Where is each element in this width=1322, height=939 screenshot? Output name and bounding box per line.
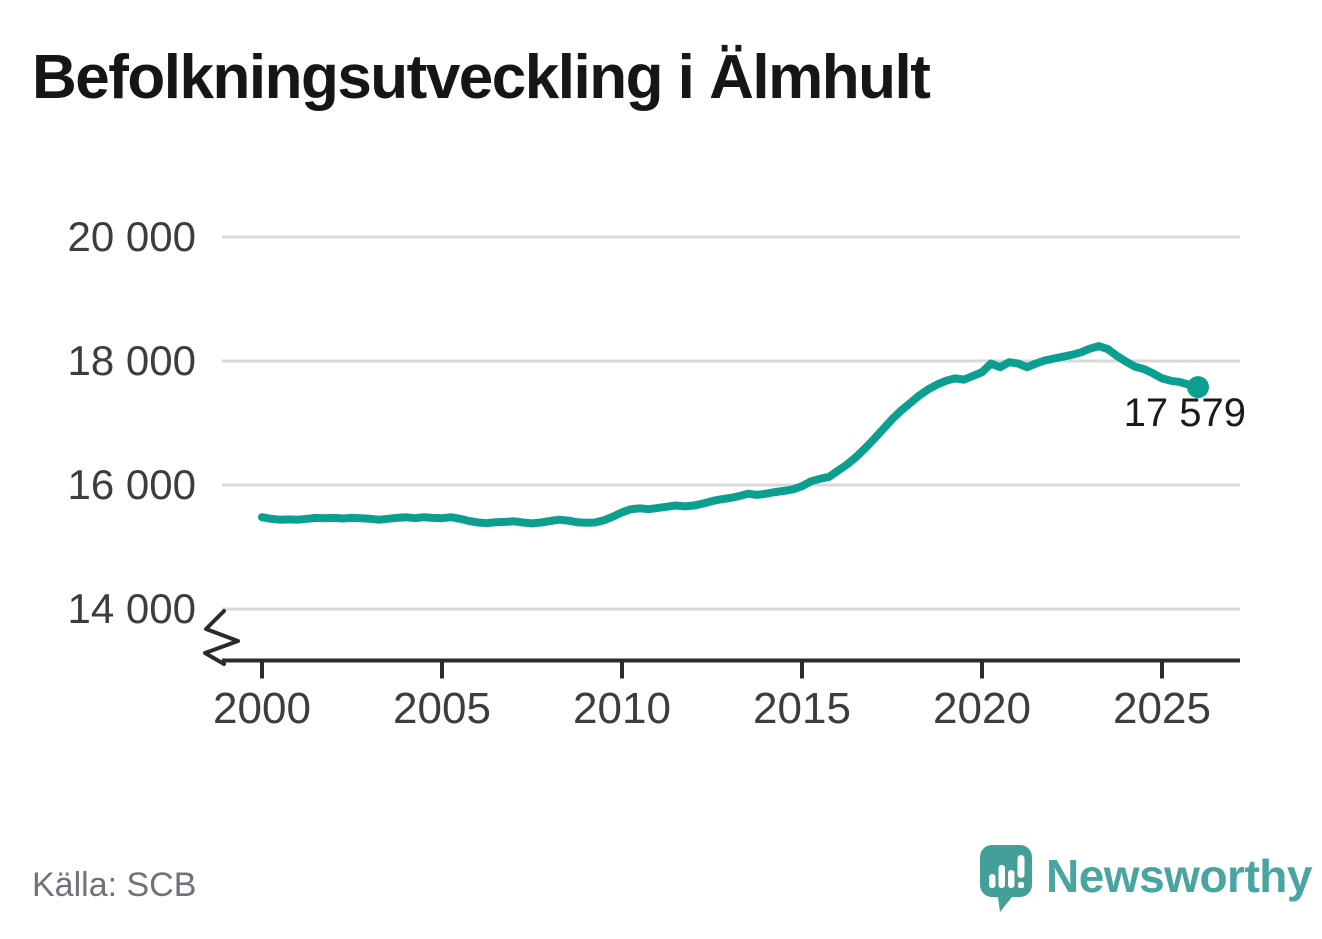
- gridlines: [222, 235, 1240, 611]
- page-title: Befolkningsutveckling i Älmhult: [32, 43, 931, 112]
- exclamation-dot: [1018, 882, 1024, 888]
- x-tick-label: 2025: [1113, 684, 1211, 733]
- newsworthy-wordmark: Newsworthy: [1046, 850, 1312, 902]
- y-tick-label: 18 000: [67, 337, 196, 384]
- y-tick-label: 20 000: [67, 213, 196, 260]
- x-tick-label: 2020: [933, 684, 1031, 733]
- last-point-marker: [1187, 376, 1209, 399]
- population-series-line: [258, 342, 1209, 528]
- x-tick-label: 2015: [753, 684, 851, 733]
- x-tick-label: 2005: [393, 684, 491, 733]
- exclamation-bar: [1017, 855, 1025, 878]
- newsworthy-speech-bubble-icon: [980, 845, 1032, 912]
- x-tick-label: 2010: [573, 684, 671, 733]
- x-tick-label: 2000: [213, 684, 311, 733]
- bar-chart-glyph: [989, 855, 1025, 888]
- axis-break-icon: [203, 609, 240, 666]
- newsworthy-logo: Newsworthy: [978, 843, 1312, 913]
- series-line: [258, 342, 1202, 528]
- y-tick-label: 14 000: [67, 585, 196, 632]
- y-tick-label: 16 000: [67, 461, 196, 508]
- source-note: Källa: SCB: [32, 866, 197, 904]
- x-axis: [222, 658, 1240, 679]
- last-value-label: 17 579: [1123, 391, 1246, 435]
- axis-break-zigzag: [203, 609, 240, 666]
